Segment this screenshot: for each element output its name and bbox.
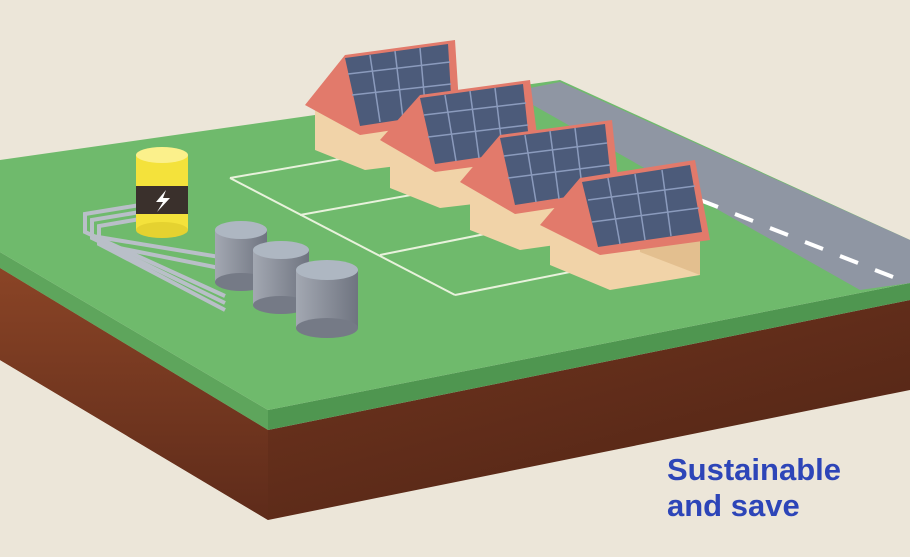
grass-edge-right — [268, 283, 910, 430]
storage-tank-2 — [253, 241, 309, 314]
grass-edge-left — [0, 252, 268, 430]
road-markings — [699, 198, 894, 279]
storage-tank-3 — [296, 260, 358, 338]
lightning-bolt-icon — [156, 190, 170, 212]
caption: Sustainable and save — [667, 452, 841, 524]
caption-line-1: Sustainable — [667, 452, 841, 487]
battery — [136, 147, 188, 238]
soil-front-face — [0, 268, 268, 520]
caption-line-2: and save — [667, 488, 800, 523]
house-4 — [540, 160, 710, 290]
